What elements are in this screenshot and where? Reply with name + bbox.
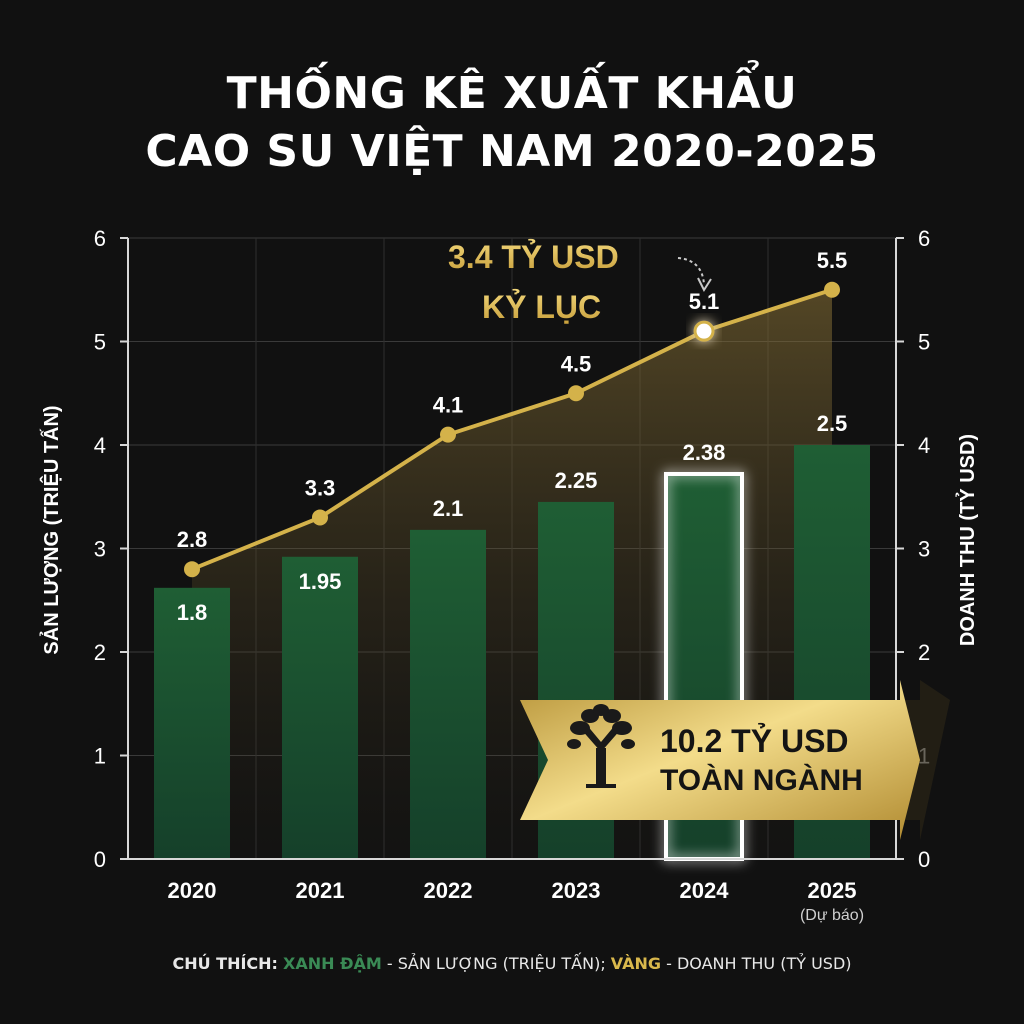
bar-2020 [154,587,230,859]
legend-green-word: XANH ĐẬM [283,954,382,973]
x-tick-label: 2020 [168,878,217,903]
banner-line-2: TOÀN NGÀNH [660,763,863,797]
y-tick-label-left: 2 [94,640,106,665]
y-tick-label-left: 6 [94,226,106,251]
line-value-label: 5.1 [689,289,720,314]
chart-title-line-1: THỐNG KÊ XUẤT KHẨU [226,68,798,119]
record-annotation-line-1: 3.4 TỶ USD [448,239,619,275]
line-value-label: 4.1 [433,393,464,418]
record-arrow-icon [677,257,705,285]
legend-gold-desc: - DOANH THU (TỶ USD) [661,954,852,973]
line-value-label: 3.3 [305,475,336,500]
y-tick-label-left: 5 [94,330,106,355]
bar-value-label: 1.8 [177,600,208,625]
y-tick-label-left: 1 [94,744,106,769]
x-tick-label: 2025 [808,878,857,903]
revenue-line-path [191,287,833,572]
y-tick-label-right: 4 [918,433,930,458]
bar-value-label: 2.25 [555,468,598,493]
svg-text:3.4 TỶ USD: 3.4 TỶ USD [448,239,619,275]
y-axis-title-right: DOANH THU (TỶ USD) [956,434,979,646]
axes: 00112233445566SẢN LƯỢNG (TRIỆU TẤN)DOANH… [39,226,979,924]
line-value-label: 5.5 [817,248,848,273]
revenue-point-2023 [568,385,584,402]
tree-icon [567,704,635,788]
y-tick-label-right: 3 [918,537,930,562]
revenue-point-2024 [693,320,715,342]
bar-value-label: 2.1 [433,496,464,521]
legend-prefix: CHÚ THÍCH: [172,954,278,973]
industry-total-banner: 10.2 TỶ USD TOÀN NGÀNH [520,680,950,840]
bar-value-label: 2.5 [817,411,848,436]
data-labels: 1.8 1.95 2.1 2.25 2.38 2.5 2.8 3.3 4.1 4.5 5.1 5.5 [177,248,848,625]
bar-2022 [410,529,486,859]
x-tick-sublabel: (Dự báo) [800,907,864,924]
x-tick-label: 2024 [680,878,730,903]
revenue-point-2021 [312,509,328,526]
bar-2021 [282,556,358,859]
production-bars [154,445,870,861]
y-axis-title-left: SẢN LƯỢNG (TRIỆU TẤN) [39,405,63,654]
y-tick-label-left: 0 [94,847,106,872]
x-tick-label: 2022 [424,878,473,903]
x-tick-label: 2021 [296,878,345,903]
revenue-line [184,281,840,578]
record-annotation: 3.4 TỶ USD KỶ LỤC [448,239,712,325]
revenue-point-2022 [440,426,456,443]
legend-green-desc: - SẢN LƯỢNG (TRIỆU TẤN); [381,954,611,973]
chart-title-line-2: CAO SU VIỆT NAM 2020-2025 [145,126,879,177]
x-tick-label: 2023 [552,878,601,903]
banner-line-1: 10.2 TỶ USD [660,723,849,759]
y-tick-label-left: 3 [94,537,106,562]
revenue-point-2025 [824,281,840,298]
y-tick-label-right: 0 [918,847,930,872]
line-value-label: 4.5 [561,351,592,376]
y-tick-label-right: 5 [918,330,930,355]
line-value-label: 2.8 [177,527,208,552]
y-tick-label-right: 6 [918,226,930,251]
y-tick-label-right: 2 [918,640,930,665]
bar-value-label: 2.38 [683,440,726,465]
revenue-point-2020 [184,561,200,578]
bar-value-label: 1.95 [299,569,342,594]
legend-gold-word: VÀNG [610,954,661,973]
legend: CHÚ THÍCH: XANH ĐẬM - SẢN LƯỢNG (TRIỆU T… [0,954,1024,973]
y-tick-label-left: 4 [94,433,106,458]
record-annotation-line-2: KỶ LỤC [482,289,601,325]
